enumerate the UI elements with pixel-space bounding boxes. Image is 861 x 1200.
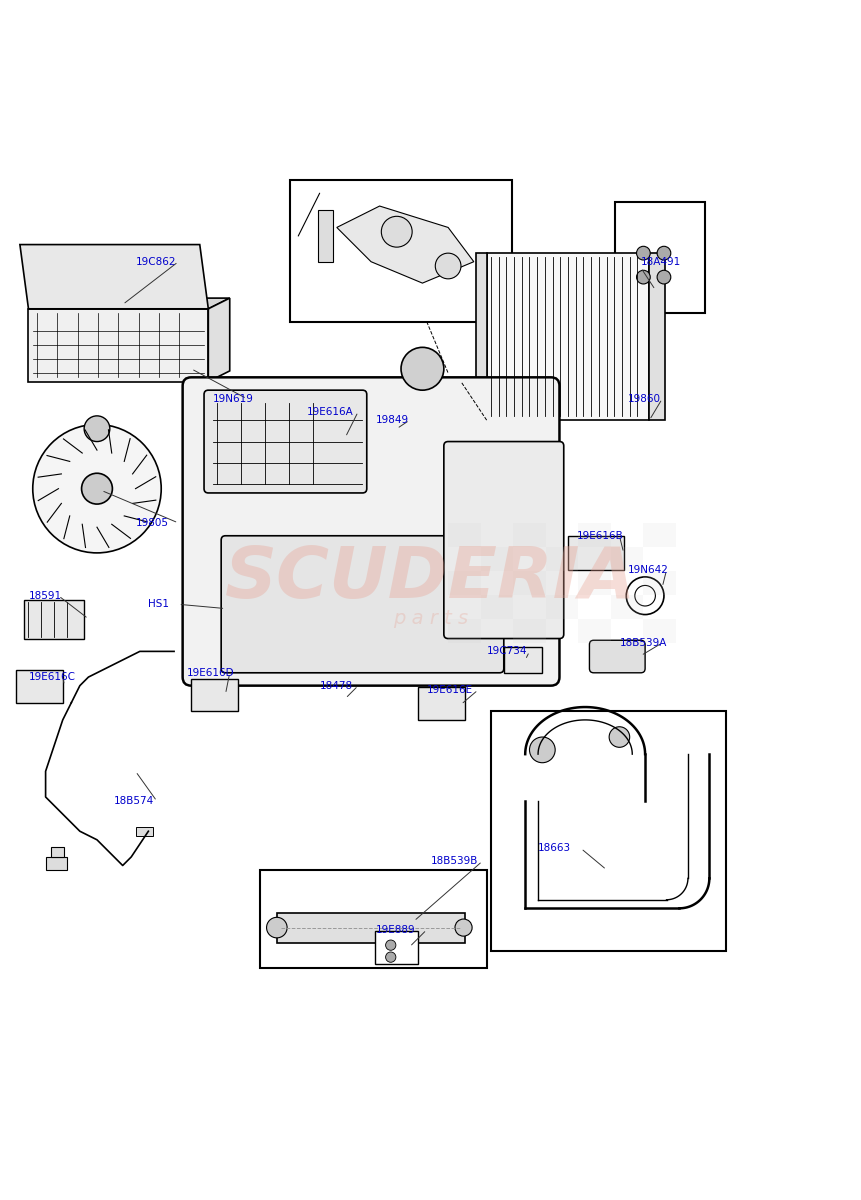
Bar xyxy=(567,535,623,570)
FancyBboxPatch shape xyxy=(589,641,644,673)
Text: 19N619: 19N619 xyxy=(213,394,253,403)
Bar xyxy=(615,202,704,313)
Bar xyxy=(545,595,578,619)
Bar xyxy=(51,847,64,857)
Circle shape xyxy=(635,270,649,284)
Bar xyxy=(512,523,545,547)
Bar xyxy=(476,253,486,420)
Bar xyxy=(448,619,480,643)
Bar xyxy=(512,619,545,643)
Text: 19C734: 19C734 xyxy=(486,647,527,656)
Bar xyxy=(648,253,664,420)
Bar xyxy=(642,523,675,547)
Circle shape xyxy=(455,919,472,936)
Circle shape xyxy=(400,347,443,390)
Polygon shape xyxy=(28,308,208,382)
Text: 18A491: 18A491 xyxy=(640,257,680,266)
Text: 19E616C: 19E616C xyxy=(28,672,76,682)
Bar xyxy=(318,210,333,262)
Bar xyxy=(642,619,675,643)
Circle shape xyxy=(33,425,161,553)
Bar xyxy=(578,619,610,643)
Bar xyxy=(610,547,642,571)
Bar xyxy=(24,600,84,638)
Bar xyxy=(46,857,67,870)
Bar xyxy=(418,688,465,720)
Circle shape xyxy=(385,940,395,950)
Text: 19805: 19805 xyxy=(135,518,169,528)
Bar xyxy=(486,253,648,420)
Bar xyxy=(512,571,545,595)
Circle shape xyxy=(609,727,629,748)
Text: HS1: HS1 xyxy=(148,599,169,610)
Bar xyxy=(191,679,238,712)
Text: 19C862: 19C862 xyxy=(135,257,176,266)
Circle shape xyxy=(529,737,554,763)
Text: 19E616B: 19E616B xyxy=(576,530,623,541)
Bar xyxy=(491,712,726,952)
Bar xyxy=(15,671,63,703)
Text: 19860: 19860 xyxy=(628,394,660,403)
Bar xyxy=(135,827,152,835)
Text: 19849: 19849 xyxy=(375,415,408,425)
Circle shape xyxy=(656,246,670,260)
Bar xyxy=(578,523,610,547)
Bar xyxy=(276,913,465,942)
Circle shape xyxy=(82,473,112,504)
Circle shape xyxy=(266,917,287,938)
Polygon shape xyxy=(337,206,474,283)
Polygon shape xyxy=(20,245,208,308)
Bar xyxy=(610,595,642,619)
Text: 19N642: 19N642 xyxy=(628,565,668,575)
Circle shape xyxy=(635,246,649,260)
Circle shape xyxy=(435,253,461,278)
Bar xyxy=(578,571,610,595)
Bar xyxy=(642,571,675,595)
Circle shape xyxy=(656,270,670,284)
Text: 19E616A: 19E616A xyxy=(307,407,353,416)
Circle shape xyxy=(84,416,109,442)
Text: 18478: 18478 xyxy=(319,680,352,691)
Circle shape xyxy=(381,216,412,247)
Bar xyxy=(289,180,511,322)
Text: p a r t s: p a r t s xyxy=(393,610,468,629)
Circle shape xyxy=(385,952,395,962)
Text: 19E616D: 19E616D xyxy=(187,667,234,678)
Bar xyxy=(480,547,512,571)
Bar xyxy=(545,547,578,571)
Bar xyxy=(448,523,480,547)
Polygon shape xyxy=(208,298,230,382)
Bar xyxy=(503,647,542,673)
Text: 18591: 18591 xyxy=(28,590,61,601)
Text: 19E889: 19E889 xyxy=(375,925,414,935)
Text: 18B574: 18B574 xyxy=(114,797,154,806)
Bar xyxy=(259,870,486,968)
Polygon shape xyxy=(28,298,230,308)
Text: 18B539B: 18B539B xyxy=(430,857,478,866)
Text: 18B539A: 18B539A xyxy=(619,638,666,648)
FancyBboxPatch shape xyxy=(443,442,563,638)
Text: 18663: 18663 xyxy=(537,844,571,853)
Text: 19E616E: 19E616E xyxy=(426,685,473,695)
Bar xyxy=(448,571,480,595)
Text: SCUDERIA: SCUDERIA xyxy=(225,544,636,613)
Bar xyxy=(480,595,512,619)
FancyBboxPatch shape xyxy=(183,377,559,685)
FancyBboxPatch shape xyxy=(204,390,366,493)
Bar xyxy=(375,931,418,964)
FancyBboxPatch shape xyxy=(221,535,503,673)
